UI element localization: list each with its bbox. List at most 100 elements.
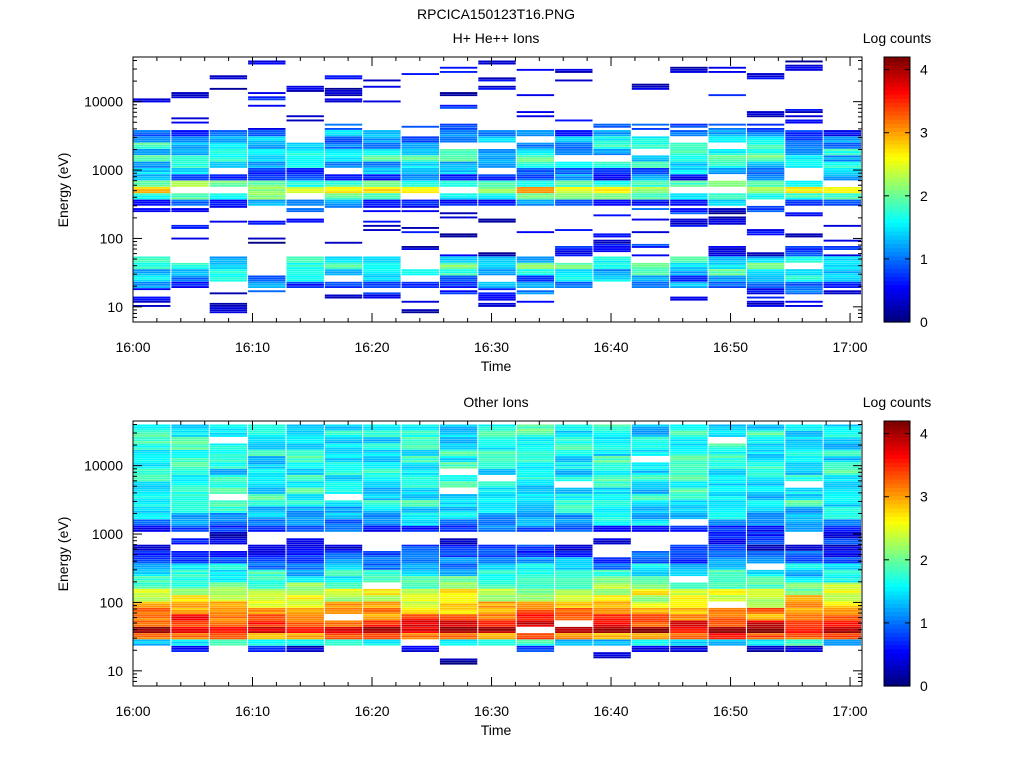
heatmap-cell <box>823 445 861 448</box>
heatmap-cell <box>248 631 286 633</box>
heatmap-cell <box>248 159 286 162</box>
heatmap-cell <box>248 189 286 191</box>
heatmap-cell <box>171 227 209 229</box>
heatmap-cell <box>670 485 708 488</box>
heatmap-cell <box>133 496 171 499</box>
colorbar-step <box>884 172 910 178</box>
heatmap-cell <box>286 639 324 642</box>
heatmap-cell <box>439 178 478 181</box>
heatmap-cell <box>286 271 324 274</box>
heatmap-cell <box>401 557 439 560</box>
heatmap-cell <box>670 435 708 437</box>
heatmap-cell <box>746 75 785 78</box>
heatmap-cell <box>631 443 670 446</box>
heatmap-cell <box>171 513 209 515</box>
heatmap-cell <box>631 610 670 612</box>
heatmap-cell <box>478 260 516 263</box>
heatmap-cell <box>401 146 439 149</box>
heatmap-cell <box>401 439 439 442</box>
heatmap-cell <box>248 559 286 562</box>
heatmap-cell <box>248 489 286 492</box>
colorbar-step <box>884 665 910 671</box>
heatmap-cell <box>516 637 555 640</box>
heatmap-cell <box>593 489 631 492</box>
heatmap-cell <box>708 529 746 532</box>
heatmap-cell <box>363 597 401 600</box>
heatmap-cell <box>133 424 171 427</box>
heatmap-cell <box>785 607 823 610</box>
heatmap-cell <box>555 130 593 132</box>
heatmap-cell <box>746 193 785 196</box>
heatmap-cell <box>209 311 248 314</box>
heatmap-cell <box>363 443 401 446</box>
heatmap-cell <box>670 504 708 507</box>
colorbar-tick-label: 3 <box>920 489 928 505</box>
heatmap-cell <box>516 163 555 166</box>
heatmap-cell <box>133 466 171 469</box>
heatmap-cell <box>171 521 209 524</box>
heatmap-cell <box>631 182 670 185</box>
heatmap-cell <box>248 498 286 501</box>
heatmap-cell <box>133 605 171 608</box>
heatmap-cell <box>209 576 248 579</box>
heatmap-cell <box>439 542 478 545</box>
colorbar-step <box>884 516 910 521</box>
heatmap-cell <box>324 468 363 471</box>
heatmap-cell <box>324 262 363 265</box>
heatmap-cell <box>171 224 209 227</box>
heatmap-cell <box>516 445 555 448</box>
heatmap-cell <box>708 612 746 614</box>
heatmap-cell <box>785 633 823 636</box>
colorbar-step <box>884 449 910 455</box>
heatmap-cell <box>439 149 478 151</box>
y-tick-label: 10000 <box>84 94 123 110</box>
heatmap-cell <box>401 626 439 629</box>
heatmap-cell <box>286 529 324 532</box>
heatmap-cell <box>286 275 324 278</box>
heatmap-cell <box>439 591 478 593</box>
heatmap-cell <box>785 121 823 124</box>
heatmap-cell <box>670 481 708 484</box>
x-axis-label: Time <box>481 722 512 738</box>
heatmap-cell <box>670 593 708 595</box>
heatmap-cell <box>209 199 248 202</box>
heatmap-cell <box>286 576 324 579</box>
heatmap-cell <box>785 645 823 648</box>
heatmap-cell <box>363 555 401 558</box>
heatmap-cell <box>823 454 861 456</box>
heatmap-cell <box>746 134 785 137</box>
heatmap-cell <box>785 477 823 480</box>
heatmap-cell <box>171 172 209 175</box>
heatmap-cell <box>593 449 631 452</box>
heatmap-cell <box>209 178 248 181</box>
heatmap-cell <box>324 464 363 467</box>
heatmap-cell <box>670 529 708 532</box>
heatmap-cell <box>746 559 785 562</box>
heatmap-cell <box>209 586 248 589</box>
colorbar-step <box>884 487 910 492</box>
heatmap-cell <box>516 567 555 570</box>
heatmap-cell <box>478 189 516 191</box>
heatmap-cell <box>631 489 670 492</box>
heatmap-cell <box>439 435 478 437</box>
heatmap-cell <box>439 540 478 543</box>
heatmap-cell <box>785 305 823 307</box>
heatmap-cell <box>439 557 478 560</box>
heatmap-cell <box>209 305 248 307</box>
heatmap-cell <box>133 279 171 282</box>
heatmap-cell <box>324 603 363 606</box>
heatmap-cell <box>478 599 516 602</box>
heatmap-cell <box>516 487 555 490</box>
heatmap-cell <box>478 616 516 619</box>
heatmap-cell <box>401 502 439 505</box>
heatmap-cell <box>401 451 439 454</box>
heatmap-cell <box>439 283 478 286</box>
heatmap-cell <box>555 138 593 141</box>
heatmap-cell <box>708 631 746 633</box>
heatmap-cell <box>785 277 823 280</box>
heatmap-cell <box>248 237 286 240</box>
heatmap-cell <box>555 462 593 465</box>
heatmap-cell <box>593 517 631 520</box>
heatmap-cell <box>708 515 746 517</box>
heatmap-cell <box>631 83 670 86</box>
